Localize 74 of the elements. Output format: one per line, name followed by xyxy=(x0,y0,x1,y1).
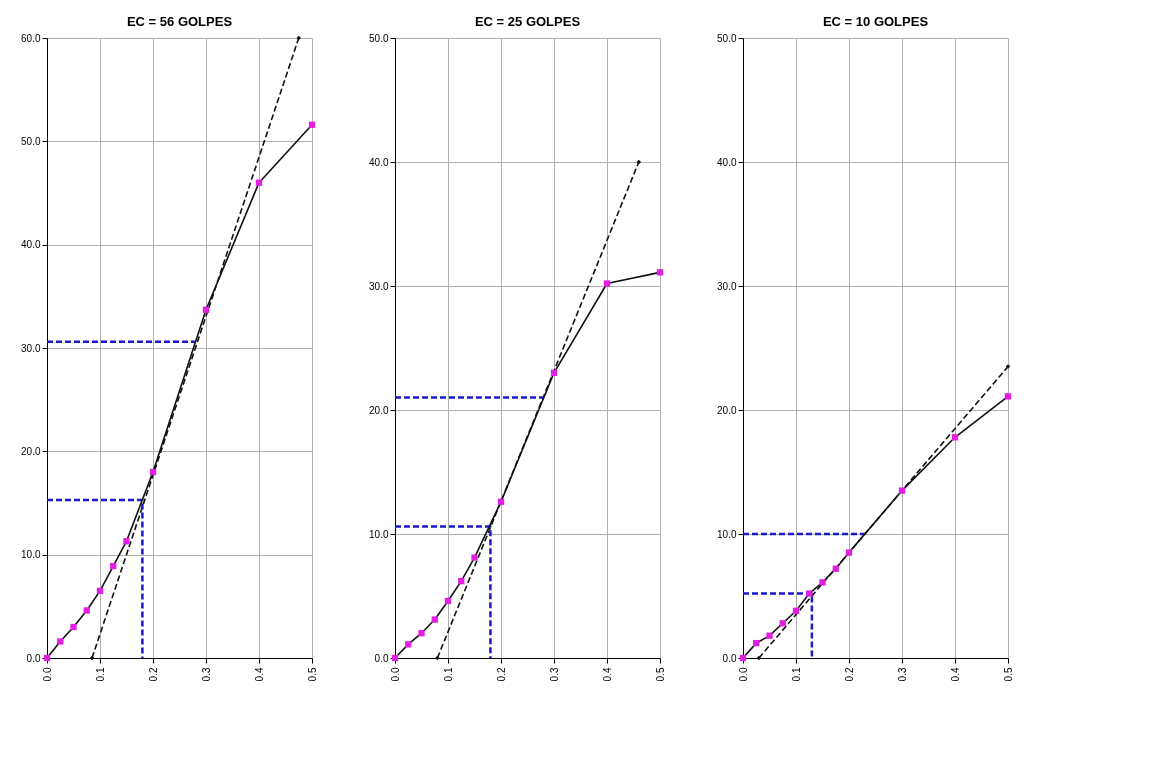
x-tick-label: 0.2 xyxy=(147,667,159,682)
y-tick-label: 10.0 xyxy=(21,549,41,561)
point xyxy=(444,597,452,605)
x-tick-label: 0.1 xyxy=(790,667,802,682)
y-tick-label: 30.0 xyxy=(369,280,389,292)
x-tick-label: 0.4 xyxy=(949,667,961,682)
point xyxy=(951,434,959,441)
x-tick-label: 0.1 xyxy=(94,667,106,682)
y-tick-label: 30.0 xyxy=(21,342,41,354)
point xyxy=(792,607,800,615)
point xyxy=(471,554,478,561)
x-tick-label: 0.5 xyxy=(654,667,666,682)
point xyxy=(766,632,773,639)
x-tick-label: 0.0 xyxy=(389,667,401,682)
x-tick-label: 0.3 xyxy=(896,667,908,682)
point xyxy=(57,638,64,645)
chart-title: EC = 25 GOLPES xyxy=(474,14,581,29)
point xyxy=(255,179,263,186)
y-tick-label: 40.0 xyxy=(717,156,737,168)
y-tick-label: 20.0 xyxy=(21,445,41,457)
x-tick-label: 0.2 xyxy=(843,667,855,682)
point xyxy=(110,562,117,570)
point xyxy=(819,579,826,586)
point xyxy=(898,487,906,494)
point xyxy=(603,280,611,287)
point xyxy=(656,269,664,276)
x-tick-label: 0.1 xyxy=(442,667,454,682)
y-tick-label: 40.0 xyxy=(21,239,41,251)
point xyxy=(83,607,90,614)
point xyxy=(123,538,130,545)
point xyxy=(431,616,438,623)
point xyxy=(308,121,316,128)
x-tick-label: 0.5 xyxy=(1002,667,1014,682)
point xyxy=(753,639,760,647)
point xyxy=(779,620,786,627)
y-tick-label: 40.0 xyxy=(369,156,389,168)
point xyxy=(845,549,853,556)
y-tick-label: 10.0 xyxy=(369,528,389,540)
x-tick-label: 0.4 xyxy=(601,667,613,682)
point xyxy=(70,623,77,631)
point xyxy=(96,587,104,594)
point xyxy=(418,630,425,637)
point xyxy=(497,498,505,505)
chart-title: EC = 10 GOLPES xyxy=(822,14,929,29)
point xyxy=(202,306,210,313)
point xyxy=(149,468,157,476)
y-tick-label: 0.0 xyxy=(26,652,41,664)
point xyxy=(405,641,412,648)
point xyxy=(458,577,465,585)
x-tick-label: 0.4 xyxy=(253,667,265,682)
y-tick-label: 10.0 xyxy=(717,528,737,540)
y-tick-label: 50.0 xyxy=(21,135,41,147)
point xyxy=(89,655,95,661)
y-tick-label: 20.0 xyxy=(369,404,389,416)
chart-title: EC = 56 GOLPES xyxy=(126,14,233,29)
x-tick-label: 0.5 xyxy=(306,667,318,682)
x-tick-label: 0.0 xyxy=(737,667,749,682)
point xyxy=(806,590,813,597)
x-tick-label: 0.3 xyxy=(200,667,212,682)
y-tick-label: 30.0 xyxy=(717,280,737,292)
y-tick-label: 0.0 xyxy=(722,652,737,664)
y-tick-label: 20.0 xyxy=(717,404,737,416)
point xyxy=(550,369,558,376)
x-tick-label: 0.2 xyxy=(495,667,507,682)
point xyxy=(1004,393,1012,400)
y-tick-label: 60.0 xyxy=(21,32,41,44)
y-tick-label: 0.0 xyxy=(374,652,389,664)
point xyxy=(756,655,762,661)
y-tick-label: 50.0 xyxy=(369,32,389,44)
y-tick-label: 50.0 xyxy=(717,32,737,44)
x-tick-label: 0.3 xyxy=(548,667,560,682)
x-tick-label: 0.0 xyxy=(41,667,53,682)
point xyxy=(832,565,839,572)
point xyxy=(636,159,642,165)
